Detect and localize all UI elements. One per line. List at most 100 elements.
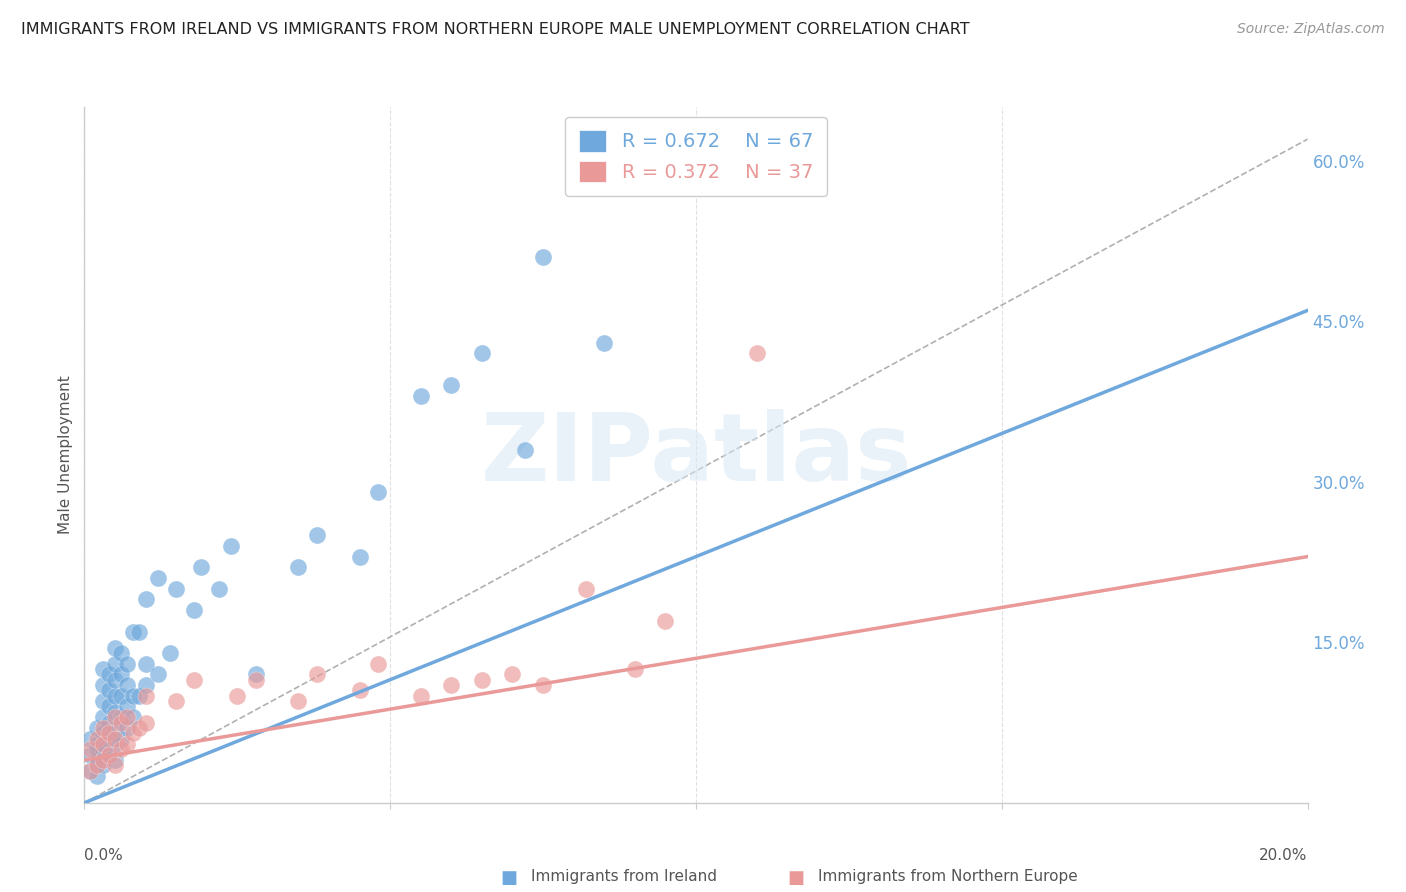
Point (86, 731, 108, 746)
Point (115, 737, 138, 751)
Point (135, 657, 157, 671)
Point (135, 678, 157, 692)
Point (110, 715, 132, 730)
Point (409, 689, 432, 703)
Point (104, 705, 127, 719)
Point (575, 582, 598, 596)
Point (115, 710, 138, 724)
Point (190, 560, 212, 574)
Point (122, 710, 145, 724)
Point (440, 678, 463, 692)
Point (245, 667, 267, 681)
Point (104, 657, 127, 671)
Point (91, 678, 114, 692)
Point (79, 764, 101, 778)
Point (531, 678, 554, 692)
Point (115, 657, 138, 671)
Point (367, 485, 389, 500)
Point (135, 689, 157, 703)
Point (86, 742, 108, 756)
Point (287, 560, 309, 574)
Point (128, 721, 150, 735)
Point (97, 726, 120, 740)
Point (79, 742, 101, 756)
Point (135, 715, 157, 730)
Point (115, 678, 138, 692)
Point (97, 747, 120, 762)
Point (115, 699, 138, 714)
Point (367, 657, 389, 671)
Point (349, 549, 371, 564)
Point (86, 769, 108, 783)
Point (110, 667, 132, 681)
Point (471, 346, 494, 360)
Point (91, 694, 114, 708)
Point (165, 694, 187, 708)
Point (128, 624, 150, 639)
Point (159, 646, 181, 660)
Point (128, 689, 150, 703)
Point (104, 673, 127, 687)
Point (97, 667, 120, 681)
Point (79, 764, 101, 778)
Point (91, 662, 114, 676)
Point (110, 731, 132, 746)
Text: 20.0%: 20.0% (1260, 848, 1308, 863)
Point (86, 758, 108, 772)
Point (115, 721, 138, 735)
Point (122, 726, 145, 740)
Point (513, 442, 536, 457)
Point (104, 731, 127, 746)
Point (146, 571, 169, 585)
Text: Immigrants from Northern Europe: Immigrants from Northern Europe (818, 869, 1078, 884)
Point (104, 737, 127, 751)
Point (110, 742, 132, 756)
Point (165, 582, 187, 596)
Point (110, 689, 132, 703)
Point (97, 699, 120, 714)
Legend: R = 0.672    N = 67, R = 0.372    N = 37: R = 0.672 N = 67, R = 0.372 N = 37 (565, 117, 827, 196)
Text: IMMIGRANTS FROM IRELAND VS IMMIGRANTS FROM NORTHERN EUROPE MALE UNEMPLOYMENT COR: IMMIGRANTS FROM IRELAND VS IMMIGRANTS FR… (21, 22, 970, 37)
Point (471, 673, 494, 687)
Point (502, 667, 524, 681)
Point (91, 710, 114, 724)
Point (91, 742, 114, 756)
Point (91, 753, 114, 767)
Text: Immigrants from Ireland: Immigrants from Ireland (531, 869, 717, 884)
Point (110, 710, 132, 724)
Point (97, 715, 120, 730)
Text: ■: ■ (787, 869, 804, 887)
Point (104, 721, 127, 735)
Text: 0.0%: 0.0% (84, 848, 124, 863)
Point (86, 753, 108, 767)
Point (208, 582, 231, 596)
Point (91, 726, 114, 740)
Point (747, 346, 769, 360)
Point (86, 737, 108, 751)
Point (91, 721, 114, 735)
Point (305, 528, 328, 542)
Point (97, 731, 120, 746)
Point (135, 592, 157, 607)
Point (349, 683, 371, 698)
Point (287, 694, 309, 708)
Point (183, 673, 205, 687)
Point (624, 662, 647, 676)
Point (122, 689, 145, 703)
Y-axis label: Male Unemployment: Male Unemployment (58, 376, 73, 534)
Point (97, 747, 120, 762)
Text: Source: ZipAtlas.com: Source: ZipAtlas.com (1237, 22, 1385, 37)
Point (305, 667, 328, 681)
Point (593, 335, 616, 350)
Point (146, 667, 169, 681)
Point (97, 683, 120, 698)
Point (86, 721, 108, 735)
Point (440, 378, 463, 392)
Point (110, 646, 132, 660)
Text: ZIPatlas: ZIPatlas (481, 409, 911, 501)
Point (79, 731, 101, 746)
Point (104, 640, 127, 655)
Point (91, 737, 114, 751)
Point (654, 614, 676, 628)
Point (91, 758, 114, 772)
